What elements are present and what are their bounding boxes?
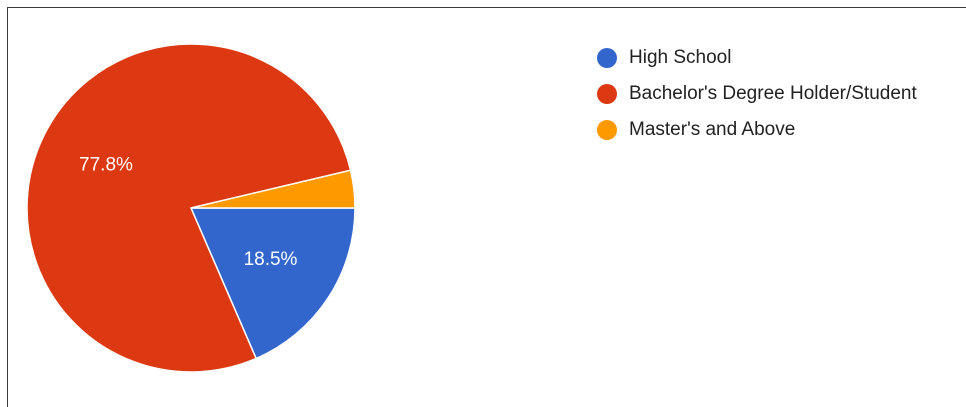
pie-label-high-school: 18.5% xyxy=(244,249,298,270)
legend-label-high-school: High School xyxy=(629,47,732,68)
legend-swatch-high-school xyxy=(597,48,617,68)
pie-slice-masters[interactable] xyxy=(190,169,356,209)
legend-label-masters: Master's and Above xyxy=(629,119,796,140)
legend-swatch-bachelors xyxy=(597,84,617,104)
pie-label-bachelors: 77.8% xyxy=(79,154,133,175)
pie-slice-high-school[interactable] xyxy=(189,207,356,360)
chart-frame xyxy=(7,7,966,407)
legend-label-bachelors: Bachelor's Degree Holder/Student xyxy=(629,83,917,104)
legend-swatch-masters xyxy=(597,120,617,140)
chart-legend: High School Bachelor's Degree Holder/Stu… xyxy=(597,40,917,148)
legend-item-masters[interactable]: Master's and Above xyxy=(597,112,917,148)
pie-slice-bachelors[interactable] xyxy=(26,43,352,373)
legend-item-bachelors[interactable]: Bachelor's Degree Holder/Student xyxy=(597,76,917,112)
pie-chart: 18.5% 77.8% xyxy=(26,43,356,373)
legend-item-high-school[interactable]: High School xyxy=(597,40,917,76)
